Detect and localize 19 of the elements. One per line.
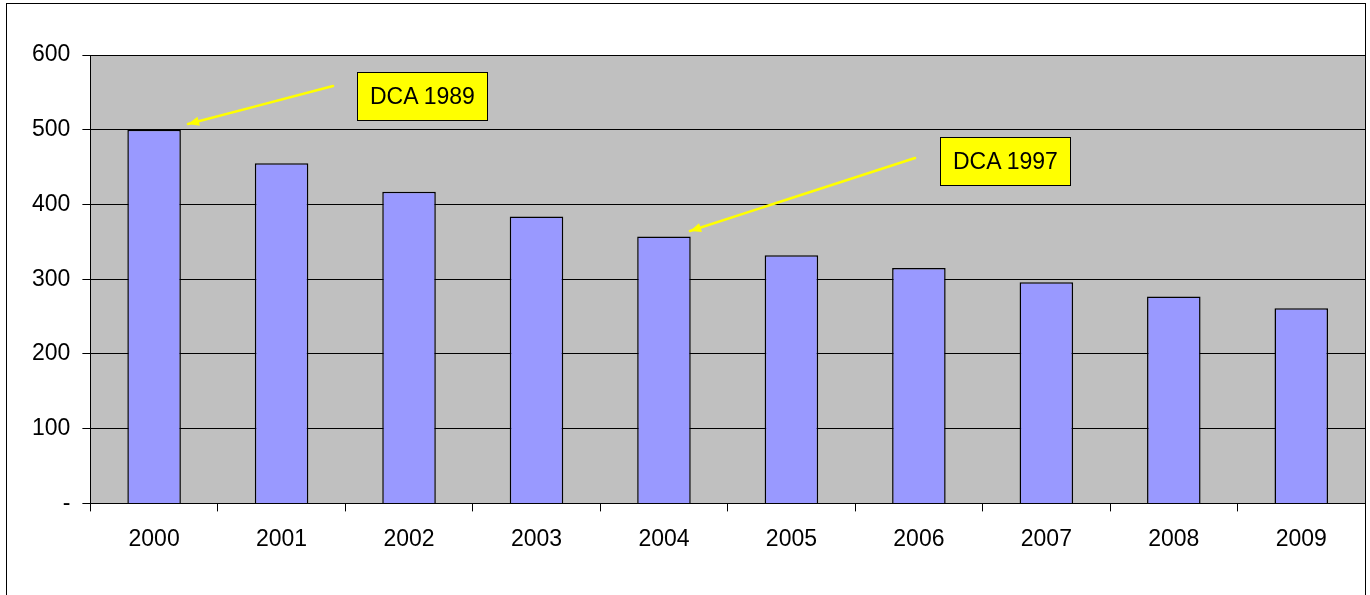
y-tick-label: 200 (32, 339, 71, 366)
x-tick-label: 2003 (510, 524, 563, 551)
x-tick-label: 2002 (383, 524, 435, 551)
x-tick-label: 2007 (1020, 524, 1072, 551)
x-tick-label: 2004 (638, 524, 690, 551)
y-tick-label: 600 (32, 40, 71, 67)
x-tick-label: 2001 (255, 524, 308, 551)
y-tick-label: 100 (32, 414, 71, 441)
y-tick-label: 500 (32, 115, 71, 142)
y-tick-label: 300 (32, 264, 71, 291)
y-tick-label: - (62, 488, 71, 515)
annotation: DCA 1989 (357, 72, 488, 121)
x-tick-label: 2000 (128, 524, 180, 551)
x-tick-label: 2006 (893, 524, 945, 551)
x-tick-label: 2005 (765, 524, 817, 551)
x-tick-label: 2008 (1148, 524, 1200, 551)
x-tick-label: 2009 (1275, 524, 1327, 551)
y-tick-label: 400 (32, 189, 71, 216)
annotation: DCA 1997 (940, 137, 1071, 186)
